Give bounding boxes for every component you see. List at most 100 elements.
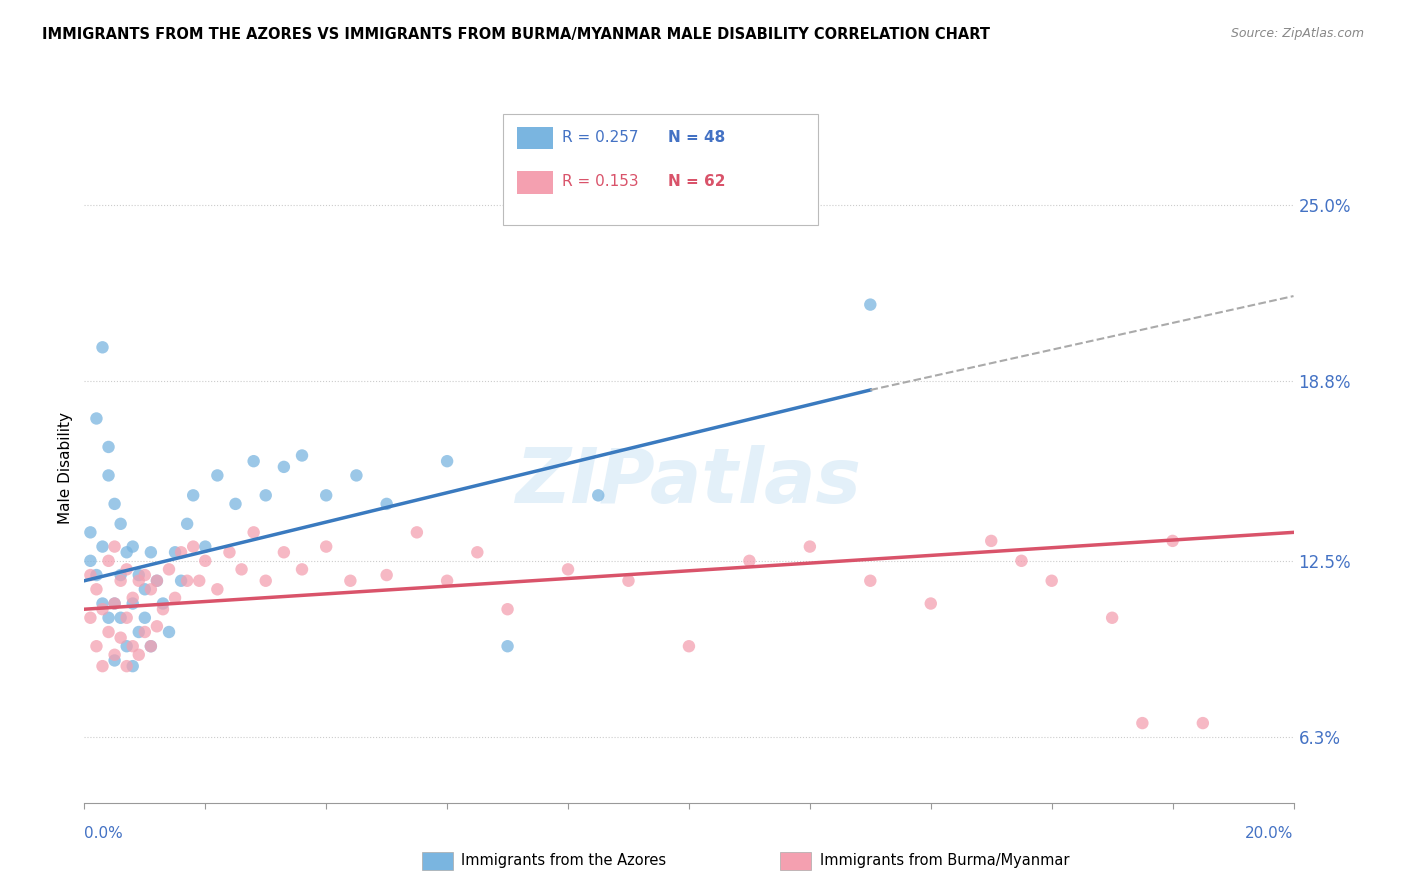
Point bbox=[104, 497, 127, 511]
Point bbox=[181, 488, 204, 502]
Point bbox=[738, 554, 761, 568]
Point bbox=[1040, 574, 1063, 588]
Point bbox=[139, 639, 162, 653]
Point bbox=[86, 411, 108, 425]
Point bbox=[134, 568, 156, 582]
Point bbox=[79, 554, 101, 568]
Point bbox=[181, 540, 204, 554]
Point bbox=[980, 533, 1002, 548]
Point bbox=[115, 611, 138, 625]
Point bbox=[104, 597, 127, 611]
Point bbox=[91, 597, 114, 611]
Point bbox=[134, 582, 156, 597]
Point bbox=[1191, 716, 1213, 731]
Point bbox=[557, 562, 579, 576]
Point bbox=[163, 545, 186, 559]
Point bbox=[1010, 554, 1032, 568]
Point bbox=[1130, 716, 1153, 731]
Point bbox=[225, 497, 247, 511]
Point bbox=[139, 582, 162, 597]
Point bbox=[496, 639, 519, 653]
Text: ZIPatlas: ZIPatlas bbox=[516, 445, 862, 518]
Point bbox=[496, 602, 519, 616]
Point bbox=[375, 568, 398, 582]
Point bbox=[134, 611, 156, 625]
Point bbox=[91, 540, 114, 554]
Point bbox=[163, 591, 186, 605]
Point bbox=[110, 631, 132, 645]
Point bbox=[139, 639, 162, 653]
Point bbox=[617, 574, 640, 588]
Point bbox=[86, 582, 108, 597]
Point bbox=[115, 562, 138, 576]
Point bbox=[588, 488, 610, 502]
Point bbox=[97, 625, 120, 640]
Point bbox=[467, 545, 489, 559]
Point bbox=[91, 340, 114, 354]
Point bbox=[146, 574, 169, 588]
Point bbox=[139, 545, 162, 559]
Point bbox=[79, 611, 101, 625]
Point bbox=[859, 574, 882, 588]
Point bbox=[128, 568, 150, 582]
Point bbox=[121, 591, 143, 605]
Point bbox=[157, 625, 180, 640]
Text: IMMIGRANTS FROM THE AZORES VS IMMIGRANTS FROM BURMA/MYANMAR MALE DISABILITY CORR: IMMIGRANTS FROM THE AZORES VS IMMIGRANTS… bbox=[42, 27, 990, 42]
Point bbox=[110, 568, 132, 582]
Y-axis label: Male Disability: Male Disability bbox=[58, 412, 73, 524]
Point bbox=[134, 625, 156, 640]
Point bbox=[79, 525, 101, 540]
Point bbox=[291, 562, 314, 576]
Text: Source: ZipAtlas.com: Source: ZipAtlas.com bbox=[1230, 27, 1364, 40]
Point bbox=[128, 574, 150, 588]
Point bbox=[115, 659, 138, 673]
Point bbox=[436, 574, 458, 588]
Point bbox=[678, 639, 700, 653]
Point bbox=[315, 540, 337, 554]
Point bbox=[121, 597, 143, 611]
Point bbox=[254, 488, 277, 502]
Point bbox=[121, 659, 143, 673]
Point bbox=[920, 597, 942, 611]
Point bbox=[194, 554, 217, 568]
Point bbox=[97, 468, 120, 483]
Point bbox=[406, 525, 429, 540]
Point bbox=[315, 488, 337, 502]
Point bbox=[115, 545, 138, 559]
Point bbox=[110, 516, 132, 531]
Point bbox=[1161, 533, 1184, 548]
Point bbox=[339, 574, 361, 588]
Point bbox=[104, 540, 127, 554]
Point bbox=[291, 449, 314, 463]
Point bbox=[207, 582, 229, 597]
Text: R = 0.153: R = 0.153 bbox=[562, 175, 638, 189]
Point bbox=[115, 639, 138, 653]
Point bbox=[121, 540, 143, 554]
Text: N = 62: N = 62 bbox=[668, 175, 725, 189]
Point bbox=[170, 545, 193, 559]
Point bbox=[346, 468, 368, 483]
Point bbox=[207, 468, 229, 483]
Point bbox=[242, 454, 264, 468]
Point bbox=[273, 459, 295, 474]
Point bbox=[231, 562, 253, 576]
Point bbox=[110, 574, 132, 588]
Point bbox=[1101, 611, 1123, 625]
Text: Immigrants from the Azores: Immigrants from the Azores bbox=[461, 854, 666, 868]
Point bbox=[146, 619, 169, 633]
Point bbox=[157, 562, 180, 576]
Text: Immigrants from Burma/Myanmar: Immigrants from Burma/Myanmar bbox=[820, 854, 1069, 868]
Point bbox=[91, 602, 114, 616]
Point bbox=[128, 625, 150, 640]
Point bbox=[859, 297, 882, 311]
Point bbox=[176, 516, 198, 531]
Point bbox=[86, 639, 108, 653]
Text: N = 48: N = 48 bbox=[668, 130, 725, 145]
Point bbox=[152, 602, 174, 616]
Point bbox=[194, 540, 217, 554]
Point bbox=[97, 440, 120, 454]
Point bbox=[104, 648, 127, 662]
Point bbox=[79, 568, 101, 582]
Point bbox=[121, 639, 143, 653]
Point bbox=[97, 611, 120, 625]
